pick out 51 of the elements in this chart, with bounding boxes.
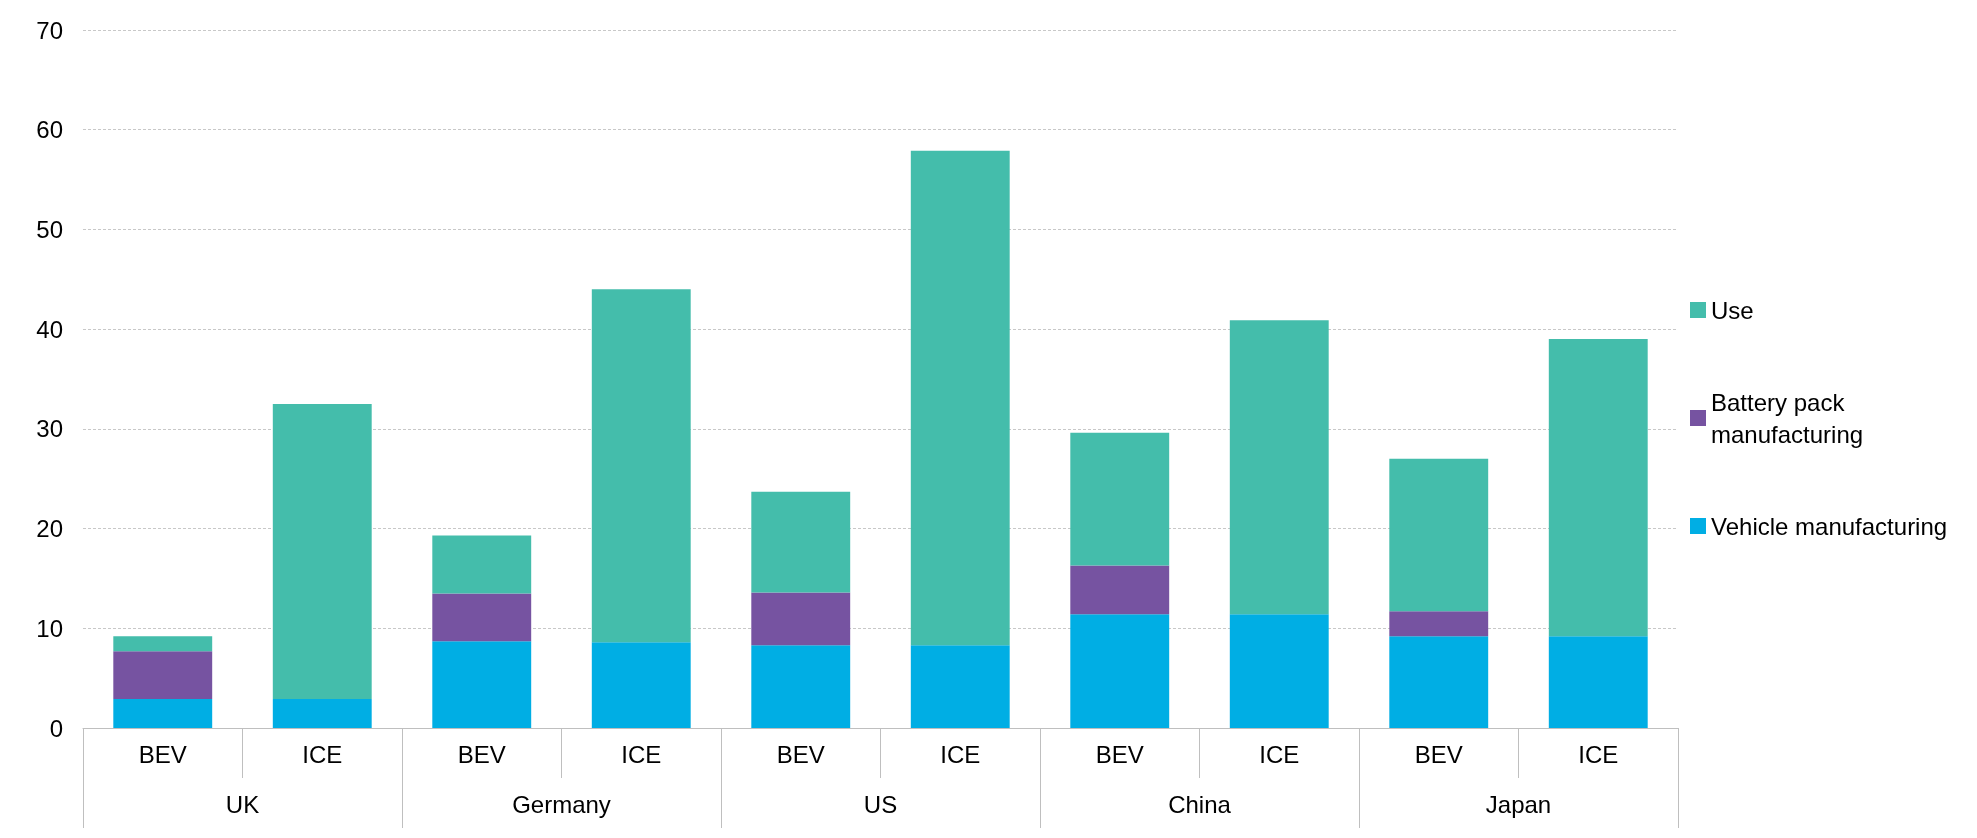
bar	[1548, 339, 1648, 637]
bar	[1229, 614, 1329, 728]
bar	[591, 289, 691, 643]
x-tick-label: ICE	[302, 740, 343, 768]
y-tick-label: 60	[36, 116, 63, 144]
bar	[591, 642, 691, 728]
y-tick-label: 50	[36, 215, 63, 243]
bar	[1070, 614, 1170, 728]
x-tick-label: ICE	[1578, 740, 1619, 768]
bar	[432, 535, 532, 594]
text: US	[863, 790, 898, 818]
y-tick-label: 40	[36, 315, 63, 343]
bar	[910, 150, 1010, 646]
bar	[1070, 565, 1170, 615]
bar	[1548, 636, 1648, 728]
x-tick-label: ICE	[621, 740, 662, 768]
text: Germany	[512, 790, 611, 818]
bar	[1070, 432, 1170, 566]
text: China	[1168, 790, 1232, 818]
bar	[751, 592, 851, 646]
x-tick-label: BEV	[1414, 740, 1463, 768]
bar	[272, 699, 372, 728]
legend-label: Battery pack manufacturing	[1711, 388, 1864, 448]
x-tick-label: BEV	[776, 740, 825, 768]
bar	[1389, 611, 1489, 637]
x-tick-label: BEV	[138, 740, 187, 768]
bar	[272, 403, 372, 700]
legend-label: Use	[1711, 296, 1754, 324]
text: UK	[225, 790, 260, 818]
x-tick-label: ICE	[1259, 740, 1300, 768]
y-tick-label: 70	[36, 16, 63, 44]
legend-label: Vehicle manufacturing	[1711, 512, 1948, 540]
y-tick-label: 0	[49, 714, 63, 742]
x-tick-label: BEV	[457, 740, 506, 768]
text: Japan	[1485, 790, 1552, 818]
x-tick-label: ICE	[940, 740, 981, 768]
bar	[113, 651, 213, 700]
bar	[432, 593, 532, 642]
bar	[432, 641, 532, 728]
y-tick-label: 30	[36, 415, 63, 443]
bar	[113, 699, 213, 728]
bar	[751, 491, 851, 593]
bar	[1229, 320, 1329, 615]
bar	[1389, 458, 1489, 612]
bar	[751, 645, 851, 728]
bar	[910, 645, 1010, 728]
y-tick-label: 10	[36, 614, 63, 642]
x-tick-label: BEV	[1095, 740, 1144, 768]
y-tick-label: 20	[36, 515, 63, 543]
bar	[1389, 636, 1489, 728]
bar	[113, 636, 213, 652]
